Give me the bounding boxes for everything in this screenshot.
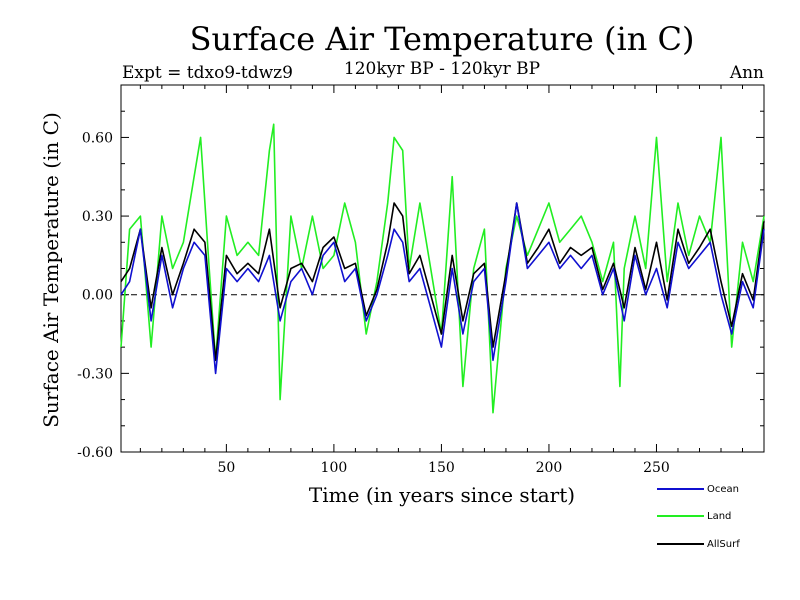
- y-axis-label: Surface Air Temperature (in C): [39, 112, 63, 428]
- x-tick-label: 150: [428, 460, 455, 476]
- legend: Ocean Land AllSurf: [657, 484, 740, 550]
- chart-title: Surface Air Temperature (in C): [190, 20, 695, 58]
- chart-subtitle: 120kyr BP - 120kyr BP: [344, 59, 540, 79]
- x-tick-label: 100: [321, 460, 348, 476]
- legend-entry-land: Land: [657, 511, 731, 522]
- legend-label: Ocean: [707, 484, 739, 495]
- series-line-land: [120, 123, 765, 414]
- x-axis-label: Time (in years since start): [309, 483, 575, 507]
- y-tick-label: -0.30: [77, 366, 113, 382]
- series-line-ocean: [120, 202, 765, 375]
- y-tick-label: -0.60: [77, 445, 113, 461]
- season-label: Ann: [729, 63, 764, 83]
- plot-area: 50 100 150 200 250 -0.60 -0.30 0.00 0.30 0.60: [77, 84, 765, 476]
- y-tick-label: 0.00: [82, 288, 113, 304]
- x-tick-label: 50: [217, 460, 235, 476]
- legend-label: Land: [707, 511, 731, 522]
- y-tick-label: 0.60: [82, 130, 113, 146]
- x-tick-label: 250: [643, 460, 670, 476]
- plot-frame: [120, 84, 765, 453]
- legend-entry-ocean: Ocean: [657, 484, 739, 495]
- legend-entry-allsurf: AllSurf: [657, 539, 740, 550]
- legend-label: AllSurf: [707, 539, 740, 550]
- y-tick-label: 0.30: [82, 209, 113, 225]
- x-tick-label: 200: [536, 460, 563, 476]
- experiment-label: Expt = tdxo9-tdwz9: [122, 63, 293, 83]
- series-line-allsurf: [120, 202, 765, 362]
